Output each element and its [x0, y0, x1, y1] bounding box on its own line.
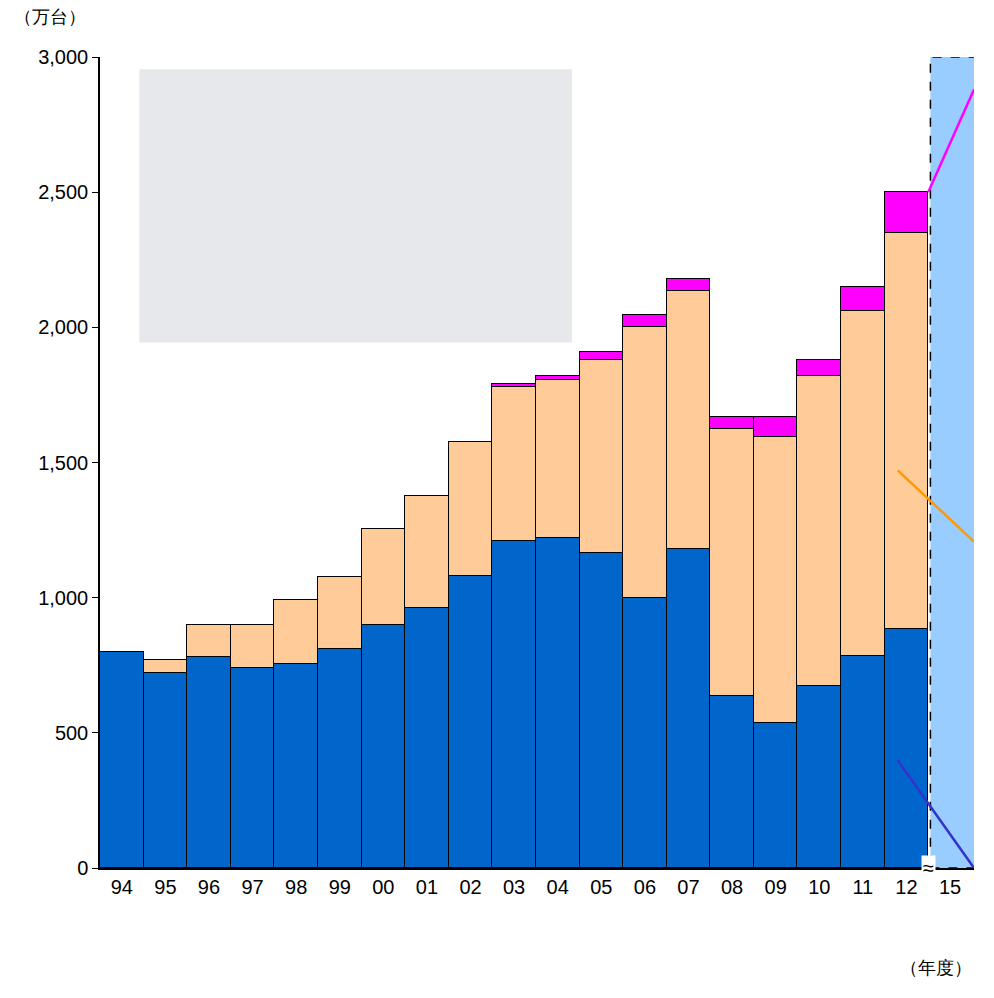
svg-text:94: 94: [111, 876, 133, 898]
svg-text:07: 07: [677, 876, 699, 898]
svg-text:3,000: 3,000: [38, 46, 88, 68]
svg-text:500: 500: [55, 722, 88, 744]
svg-text:2,000: 2,000: [38, 316, 88, 338]
svg-text:99: 99: [329, 876, 351, 898]
svg-text:（年度）: （年度）: [900, 958, 972, 978]
svg-text:≈: ≈: [923, 857, 934, 879]
svg-text:09: 09: [765, 876, 787, 898]
svg-text:12: 12: [895, 876, 917, 898]
svg-text:02: 02: [459, 876, 481, 898]
svg-text:04: 04: [547, 876, 569, 898]
svg-text:2,500: 2,500: [38, 181, 88, 203]
svg-text:10: 10: [808, 876, 830, 898]
svg-text:98: 98: [285, 876, 307, 898]
svg-text:15: 15: [939, 876, 961, 898]
svg-text:0: 0: [77, 857, 88, 879]
svg-text:1,500: 1,500: [38, 452, 88, 474]
svg-text:95: 95: [154, 876, 176, 898]
svg-text:03: 03: [503, 876, 525, 898]
svg-text:00: 00: [372, 876, 394, 898]
svg-text:（万台）: （万台）: [14, 7, 86, 27]
svg-text:08: 08: [721, 876, 743, 898]
svg-text:97: 97: [241, 876, 263, 898]
svg-text:06: 06: [634, 876, 656, 898]
svg-text:1,000: 1,000: [38, 587, 88, 609]
svg-text:01: 01: [416, 876, 438, 898]
svg-text:96: 96: [198, 876, 220, 898]
svg-text:05: 05: [590, 876, 612, 898]
svg-text:11: 11: [852, 876, 873, 898]
